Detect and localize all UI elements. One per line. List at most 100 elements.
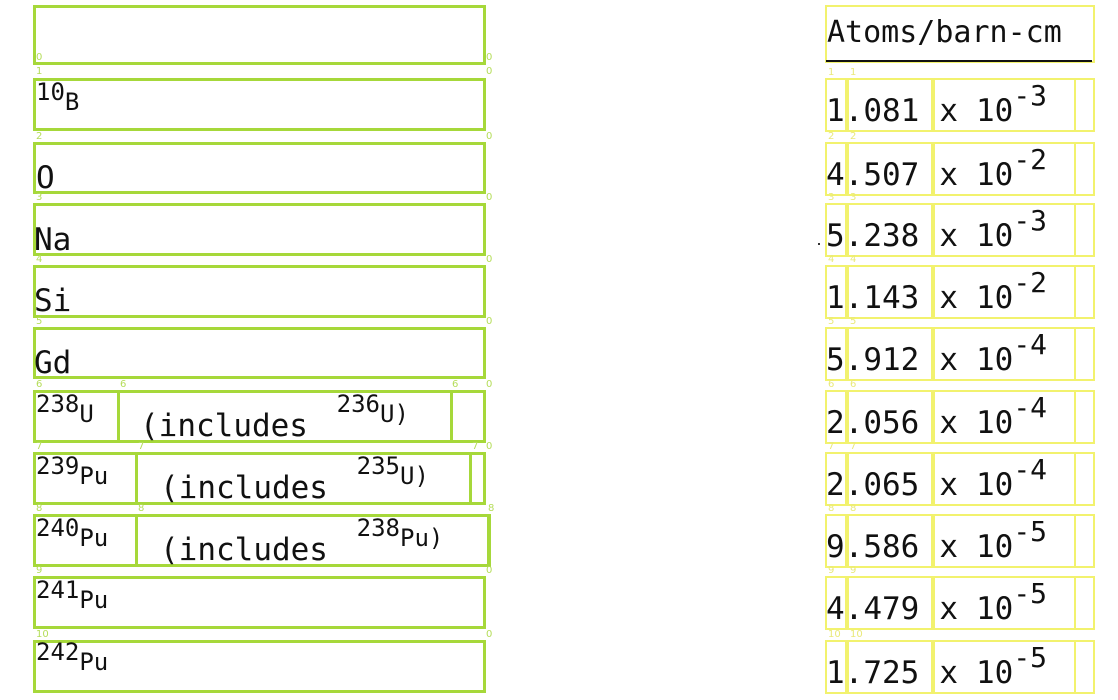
note-text: (includes <box>160 470 328 506</box>
density-value: 1.725 x 10-5 <box>826 644 1047 691</box>
ocr-box-digit <box>825 142 847 196</box>
includes-note: (includes 238Pu) <box>160 516 444 566</box>
nuclide-label: 238U <box>36 392 94 428</box>
density-value: 5.238 x 10-3 <box>826 207 1047 254</box>
includes-note: (includes 236U) <box>140 392 409 442</box>
ocr-box-exponent <box>933 203 1076 257</box>
times-sign: x <box>939 467 958 503</box>
ocr-tag: 2 <box>828 131 835 142</box>
ocr-tag: 10 <box>36 629 49 640</box>
power-base: 10 <box>976 218 1014 254</box>
includes-note: (includes 235U) <box>160 454 429 504</box>
power-exponent: -3 <box>1013 204 1048 237</box>
mantissa-fraction: .479 <box>844 591 920 627</box>
ocr-box-digit <box>825 576 847 630</box>
mass-number: 242 <box>36 638 80 666</box>
ocr-tag: 9 <box>36 565 43 576</box>
ocr-tag: 0 <box>486 441 493 452</box>
ocr-tag: 3 <box>828 192 835 203</box>
mass-number: 238 <box>36 390 80 418</box>
ocr-box-digit <box>825 452 847 506</box>
power-base: 10 <box>976 342 1014 378</box>
ocr-box-digit <box>825 203 847 257</box>
power-base: 10 <box>976 280 1014 316</box>
note-mass: 236 <box>336 390 381 418</box>
times-sign: x <box>939 93 958 129</box>
mass-number: 239 <box>36 452 80 480</box>
power-base: 10 <box>976 405 1014 441</box>
ocr-box-exponent <box>933 265 1076 319</box>
ocr-box-fraction <box>847 78 933 132</box>
note-text: (includes <box>160 532 328 568</box>
ocr-box-digit <box>825 640 847 694</box>
ocr-tag: 7 <box>850 441 857 452</box>
power-base: 10 <box>976 591 1014 627</box>
power-exponent: -5 <box>1013 515 1048 548</box>
mass-number: 240 <box>36 514 80 542</box>
scan-speck <box>818 243 820 245</box>
times-sign: x <box>939 529 958 565</box>
ocr-tag: 6 <box>452 379 459 390</box>
note-iso: Pu) <box>400 524 444 552</box>
ocr-tag: 8 <box>36 503 43 514</box>
ocr-box-nuclide <box>33 640 486 693</box>
ocr-tag: 7 <box>36 441 43 452</box>
note-mass: 235 <box>356 452 401 480</box>
mantissa-integer: 2 <box>826 405 845 441</box>
power-base: 10 <box>976 467 1014 503</box>
ocr-box-digit <box>825 327 847 381</box>
note-iso: U) <box>400 462 429 490</box>
ocr-tag: 5 <box>850 316 857 327</box>
times-sign: x <box>939 218 958 254</box>
times-sign: x <box>939 280 958 316</box>
element-symbol: Pu <box>79 462 109 490</box>
times-sign: x <box>939 405 958 441</box>
element-symbol: Pu <box>79 524 109 552</box>
header-underline <box>826 60 1092 62</box>
ocr-box-exponent <box>933 576 1076 630</box>
note-text: (includes <box>140 408 308 444</box>
ocr-box-nuclide <box>33 576 486 629</box>
density-value: 2.056 x 10-4 <box>826 394 1047 441</box>
mantissa-fraction: .238 <box>844 218 920 254</box>
ocr-tag: 9 <box>850 565 857 576</box>
ocr-box-digit <box>825 390 847 444</box>
ocr-tag: 2 <box>36 131 43 142</box>
power-exponent: -4 <box>1013 453 1048 486</box>
element-symbol: U <box>79 400 94 428</box>
ocr-box-exponent <box>933 390 1076 444</box>
times-sign: x <box>939 591 958 627</box>
density-value: 4.479 x 10-5 <box>826 580 1047 627</box>
ocr-tag: 9 <box>828 565 835 576</box>
nuclide-label: Na <box>34 222 72 258</box>
mantissa-fraction: .725 <box>844 655 920 691</box>
ocr-tag: 6 <box>120 379 127 390</box>
power-base: 10 <box>976 157 1014 193</box>
ocr-box-digit <box>825 265 847 319</box>
ocr-box-fraction <box>847 327 933 381</box>
ocr-box-fraction <box>847 640 933 694</box>
ocr-tag: 6 <box>850 379 857 390</box>
ocr-box-exponent <box>933 514 1076 568</box>
nuclide-label: Gd <box>34 345 72 381</box>
power-exponent: -2 <box>1013 143 1048 176</box>
ocr-box-left-header <box>33 5 486 65</box>
density-value: 9.586 x 10-5 <box>826 518 1047 565</box>
ocr-tag: 8 <box>138 503 145 514</box>
ocr-tag: 4 <box>828 254 835 265</box>
element-symbol: Pu <box>79 586 109 614</box>
mantissa-fraction: .912 <box>844 342 920 378</box>
ocr-box-fraction <box>847 390 933 444</box>
mantissa-integer: 5 <box>826 218 845 254</box>
ocr-tag: 1 <box>850 67 857 78</box>
power-exponent: -4 <box>1013 328 1048 361</box>
nuclide-label: 10B <box>36 80 79 115</box>
ocr-box-nuclide <box>33 142 486 194</box>
mantissa-integer: 5 <box>826 342 845 378</box>
nuclide-label: 242Pu <box>36 640 108 675</box>
note-iso: U) <box>380 400 409 428</box>
mantissa-fraction: .056 <box>844 405 920 441</box>
column-header: Atoms/barn-cm <box>827 15 1062 50</box>
mantissa-fraction: .065 <box>844 467 920 503</box>
ocr-box-word <box>135 514 490 567</box>
